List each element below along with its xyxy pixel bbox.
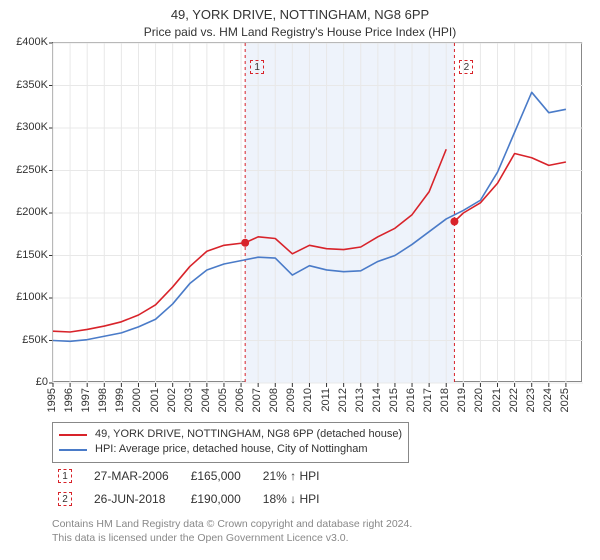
x-axis-label: 1997: [80, 388, 92, 412]
x-axis-label: 2012: [337, 388, 349, 412]
legend-item: 49, YORK DRIVE, NOTTINGHAM, NG8 6PP (det…: [59, 427, 402, 442]
title-address: 49, YORK DRIVE, NOTTINGHAM, NG8 6PP: [0, 6, 600, 24]
x-axis-label: 2001: [149, 388, 161, 412]
x-axis-label: 2004: [200, 388, 212, 412]
x-axis-label: 2003: [183, 388, 195, 412]
sale-id-box: 2: [58, 492, 72, 506]
x-axis-label: 2000: [131, 388, 143, 412]
x-axis-label: 2002: [166, 388, 178, 412]
chart-plot-area: [52, 42, 582, 382]
x-axis-label: 2013: [354, 388, 366, 412]
x-axis-label: 2016: [405, 388, 417, 412]
sale-delta: 18% ↓ HPI: [253, 488, 330, 509]
legend-swatch: [59, 434, 87, 436]
chart-container: { "title": { "line1": "49, YORK DRIVE, N…: [0, 0, 600, 560]
y-axis-label: £0: [0, 376, 48, 388]
y-axis-label: £400K: [0, 36, 48, 48]
x-axis-label: 2010: [302, 388, 314, 412]
x-axis-label: 2024: [542, 388, 554, 412]
x-axis-label: 2019: [456, 388, 468, 412]
y-axis-label: £300K: [0, 121, 48, 133]
x-axis-label: 1999: [114, 388, 126, 412]
sales-table: 1 27-MAR-2006£165,00021% ↑ HPI 2 26-JUN-201…: [46, 463, 331, 511]
copyright-footnote: Contains HM Land Registry data © Crown c…: [52, 518, 412, 545]
legend-label: 49, YORK DRIVE, NOTTINGHAM, NG8 6PP (det…: [95, 427, 402, 442]
x-axis-label: 2007: [251, 388, 263, 412]
sale-date: 27-MAR-2006: [84, 465, 179, 486]
x-axis-label: 2011: [320, 388, 332, 412]
x-axis-label: 2021: [491, 388, 503, 412]
legend-item: HPI: Average price, detached house, City…: [59, 442, 402, 457]
x-axis-label: 1996: [63, 388, 75, 412]
footnote-line1: Contains HM Land Registry data © Crown c…: [52, 518, 412, 532]
x-axis-label: 2005: [217, 388, 229, 412]
x-axis-label: 2014: [371, 388, 383, 412]
x-axis-label: 2006: [234, 388, 246, 412]
chart-title: 49, YORK DRIVE, NOTTINGHAM, NG8 6PP Pric…: [0, 0, 600, 40]
x-axis-label: 2017: [422, 388, 434, 412]
sale-delta: 21% ↑ HPI: [253, 465, 330, 486]
sale-marker-1: 1: [250, 60, 264, 74]
x-axis-label: 2008: [268, 388, 280, 412]
sale-marker-2: 2: [459, 60, 473, 74]
chart-legend: 49, YORK DRIVE, NOTTINGHAM, NG8 6PP (det…: [52, 422, 409, 463]
y-axis-label: £50K: [0, 334, 48, 346]
title-subtitle: Price paid vs. HM Land Registry's House …: [0, 24, 600, 40]
legend-label: HPI: Average price, detached house, City…: [95, 442, 368, 457]
x-axis-label: 2022: [508, 388, 520, 412]
x-axis-label: 2018: [439, 388, 451, 412]
footnote-line2: This data is licensed under the Open Gov…: [52, 532, 412, 546]
y-axis-label: £200K: [0, 206, 48, 218]
x-axis-label: 1998: [97, 388, 109, 412]
y-axis-label: £250K: [0, 164, 48, 176]
x-axis-label: 2025: [559, 388, 571, 412]
x-axis-label: 1995: [46, 388, 58, 412]
x-axis-label: 2009: [285, 388, 297, 412]
x-axis-label: 2015: [388, 388, 400, 412]
sales-row: 2 26-JUN-2018£190,00018% ↓ HPI: [48, 488, 329, 509]
sale-price: £165,000: [181, 465, 251, 486]
x-axis-label: 2020: [473, 388, 485, 412]
sales-row: 1 27-MAR-2006£165,00021% ↑ HPI: [48, 465, 329, 486]
sale-price: £190,000: [181, 488, 251, 509]
sale-date: 26-JUN-2018: [84, 488, 179, 509]
y-axis-label: £150K: [0, 249, 48, 261]
x-axis-label: 2023: [525, 388, 537, 412]
y-axis-label: £100K: [0, 291, 48, 303]
sale-id-box: 1: [58, 469, 72, 483]
y-axis-label: £350K: [0, 79, 48, 91]
legend-swatch: [59, 449, 87, 451]
